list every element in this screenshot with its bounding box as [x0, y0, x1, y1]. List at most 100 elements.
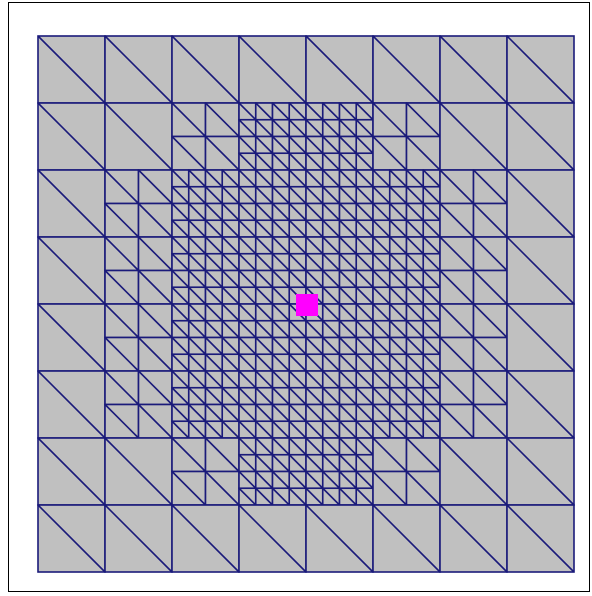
mesh-diagonal: [322, 152, 341, 171]
mesh-diagonal: [171, 336, 190, 355]
mesh-diagonal: [104, 35, 173, 104]
mesh-diagonal: [372, 303, 391, 322]
mesh-diagonal: [355, 202, 374, 221]
mesh-diagonal: [238, 119, 257, 138]
mesh-diagonal: [422, 269, 441, 288]
mesh-diagonal: [322, 219, 341, 238]
mesh-diagonal: [37, 504, 106, 573]
mesh-diagonal: [271, 286, 290, 305]
mesh-diagonal: [422, 320, 441, 339]
mesh-diagonal: [255, 370, 274, 389]
mesh-diagonal: [255, 102, 274, 121]
mesh-diagonal: [204, 186, 223, 205]
mesh-diagonal: [171, 202, 190, 221]
mesh-diagonal: [255, 437, 274, 456]
mesh-diagonal: [37, 35, 106, 104]
mesh-diagonal: [204, 286, 223, 305]
mesh-diagonal: [338, 219, 357, 238]
mesh-diagonal: [255, 403, 274, 422]
mesh-diagonal: [104, 202, 140, 238]
mesh-diagonal: [322, 353, 341, 372]
mesh-diagonal: [238, 420, 257, 439]
mesh-diagonal: [472, 236, 508, 272]
mesh-diagonal: [389, 387, 408, 406]
mesh-diagonal: [255, 336, 274, 355]
mesh-diagonal: [188, 353, 207, 372]
mesh-diagonal: [372, 135, 408, 171]
mesh-diagonal: [204, 169, 223, 188]
mesh-diagonal: [204, 470, 240, 506]
mesh-diagonal: [322, 403, 341, 422]
mesh-diagonal: [439, 437, 508, 506]
mesh-diagonal: [104, 303, 140, 339]
mesh-diagonal: [188, 286, 207, 305]
mesh-diagonal: [305, 219, 324, 238]
mesh-diagonal: [322, 253, 341, 272]
mesh-diagonal: [204, 102, 240, 138]
mesh-diagonal: [171, 353, 190, 372]
mesh-diagonal: [338, 186, 357, 205]
mesh-diagonal: [238, 454, 257, 473]
mesh-diagonal: [221, 169, 240, 188]
mesh-diagonal: [422, 353, 441, 372]
mesh-diagonal: [288, 320, 307, 339]
mesh-diagonal: [372, 186, 391, 205]
mesh-diagonal: [171, 35, 240, 104]
mesh-diagonal: [238, 320, 257, 339]
mesh-diagonal: [305, 253, 324, 272]
mesh-diagonal: [422, 219, 441, 238]
mesh-diagonal: [104, 269, 140, 305]
mesh-diagonal: [355, 487, 374, 506]
mesh-diagonal: [255, 487, 274, 506]
mesh-diagonal: [355, 269, 374, 288]
mesh-diagonal: [288, 387, 307, 406]
mesh-diagonal: [288, 135, 307, 154]
mesh-diagonal: [238, 219, 257, 238]
mesh-diagonal: [355, 353, 374, 372]
mesh-diagonal: [137, 370, 173, 406]
mesh-diagonal: [171, 102, 207, 138]
mesh-diagonal: [422, 202, 441, 221]
mesh-diagonal: [422, 253, 441, 272]
mesh-diagonal: [439, 504, 508, 573]
mesh-diagonal: [271, 253, 290, 272]
mesh-diagonal: [238, 437, 257, 456]
mesh-diagonal: [355, 169, 374, 188]
mesh-diagonal: [171, 303, 190, 322]
mesh-diagonal: [255, 135, 274, 154]
mesh-diagonal: [271, 219, 290, 238]
mesh-diagonal: [506, 504, 575, 573]
mesh-diagonal: [405, 236, 424, 255]
mesh-diagonal: [305, 169, 324, 188]
mesh-diagonal: [288, 454, 307, 473]
mesh-diagonal: [338, 236, 357, 255]
mesh-diagonal: [204, 437, 240, 473]
mesh-diagonal: [238, 504, 307, 573]
mesh-diagonal: [171, 470, 207, 506]
mesh-diagonal: [355, 336, 374, 355]
mesh-diagonal: [439, 35, 508, 104]
mesh-diagonal: [355, 387, 374, 406]
mesh-diagonal: [439, 236, 475, 272]
mesh-diagonal: [288, 236, 307, 255]
mesh-diagonal: [238, 403, 257, 422]
mesh-diagonal: [255, 186, 274, 205]
mesh-diagonal: [271, 487, 290, 506]
mesh-diagonal: [104, 102, 173, 171]
mesh-diagonal: [405, 135, 441, 171]
mesh-diagonal: [389, 403, 408, 422]
mesh-diagonal: [188, 387, 207, 406]
mesh-diagonal: [188, 253, 207, 272]
mesh-diagonal: [338, 320, 357, 339]
mesh-diagonal: [171, 135, 207, 171]
mesh-diagonal: [472, 336, 508, 372]
mesh-diagonal: [506, 169, 575, 238]
mesh-diagonal: [422, 370, 441, 389]
mesh-diagonal: [338, 202, 357, 221]
mesh-diagonal: [322, 169, 341, 188]
mesh-diagonal: [305, 202, 324, 221]
mesh-diagonal: [372, 102, 408, 138]
mesh-diagonal: [439, 403, 475, 439]
mesh-diagonal: [305, 320, 324, 339]
mesh-diagonal: [506, 236, 575, 305]
